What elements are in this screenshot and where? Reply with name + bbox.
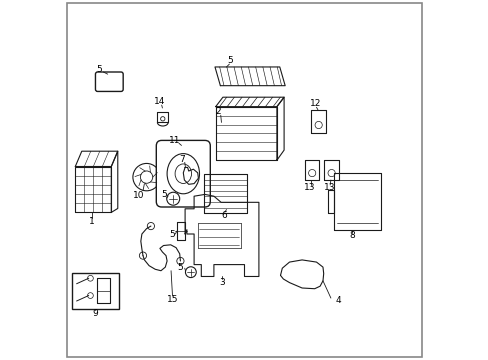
FancyBboxPatch shape bbox=[156, 140, 210, 207]
Bar bbox=[72, 273, 118, 309]
Text: 13: 13 bbox=[304, 184, 315, 193]
Text: 5: 5 bbox=[96, 65, 102, 74]
Text: 1: 1 bbox=[88, 217, 94, 226]
Text: 5: 5 bbox=[162, 190, 167, 199]
Text: 6: 6 bbox=[222, 211, 227, 220]
Text: 9: 9 bbox=[92, 309, 98, 318]
Text: 5: 5 bbox=[227, 56, 232, 65]
Text: 7: 7 bbox=[179, 156, 184, 164]
Text: 5: 5 bbox=[177, 263, 183, 272]
Text: 2: 2 bbox=[215, 107, 221, 116]
Text: 13: 13 bbox=[323, 184, 335, 193]
Text: 5: 5 bbox=[168, 230, 174, 239]
FancyBboxPatch shape bbox=[95, 72, 123, 91]
Text: 8: 8 bbox=[349, 231, 355, 240]
Text: 4: 4 bbox=[335, 296, 341, 305]
Text: 3: 3 bbox=[219, 278, 224, 287]
Text: 10: 10 bbox=[132, 191, 144, 199]
Text: 14: 14 bbox=[154, 97, 165, 106]
Text: 15: 15 bbox=[166, 295, 178, 304]
Text: 12: 12 bbox=[309, 99, 321, 108]
Text: 11: 11 bbox=[168, 136, 180, 145]
